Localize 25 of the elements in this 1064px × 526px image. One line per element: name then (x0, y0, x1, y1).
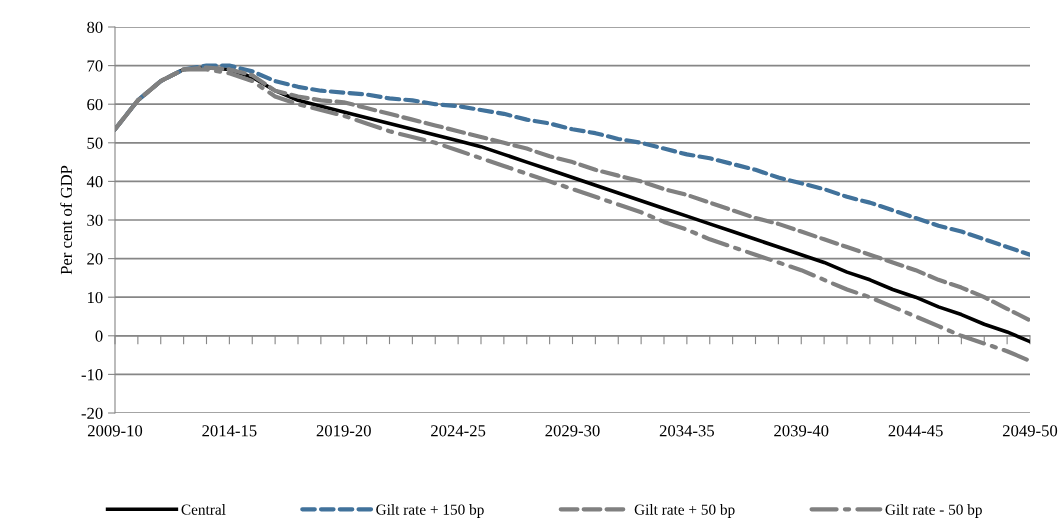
y-tick-label: 60 (87, 98, 103, 111)
x-tick-label: 2049-50 (1002, 425, 1058, 437)
x-tick-label: 2044-45 (888, 425, 943, 437)
y-tick-label: 10 (87, 291, 103, 304)
x-tick-label: 2029-30 (545, 425, 600, 437)
y-tick-label: -10 (81, 369, 103, 381)
legend-label: Gilt rate - 50 bp (885, 504, 982, 518)
legend-label: Gilt rate + 150 bp (376, 504, 484, 518)
y-tick-label: 40 (86, 176, 103, 188)
x-tick-label: 2024-25 (431, 425, 486, 437)
y-tick-label: -20 (81, 407, 103, 419)
y-tick-label: 20 (87, 253, 103, 265)
legend-label: Central (181, 504, 226, 515)
y-tick-label: 0 (95, 330, 103, 342)
legend-label: Gilt rate + 50 bp (634, 504, 735, 518)
y-tick-label: 50 (87, 137, 103, 149)
y-tick-label: 80 (87, 21, 103, 33)
y-tick-label: 70 (87, 60, 103, 72)
x-tick-label: 2009-10 (87, 425, 143, 437)
x-tick-label: 2014-15 (202, 425, 257, 437)
y-axis-title: Per cent of GDP (60, 165, 73, 275)
y-tick-label: 30 (87, 214, 103, 226)
x-tick-label: 2019-20 (316, 425, 371, 437)
x-tick-label: 2039-40 (774, 425, 829, 437)
x-tick-label: 2034-35 (659, 425, 714, 437)
